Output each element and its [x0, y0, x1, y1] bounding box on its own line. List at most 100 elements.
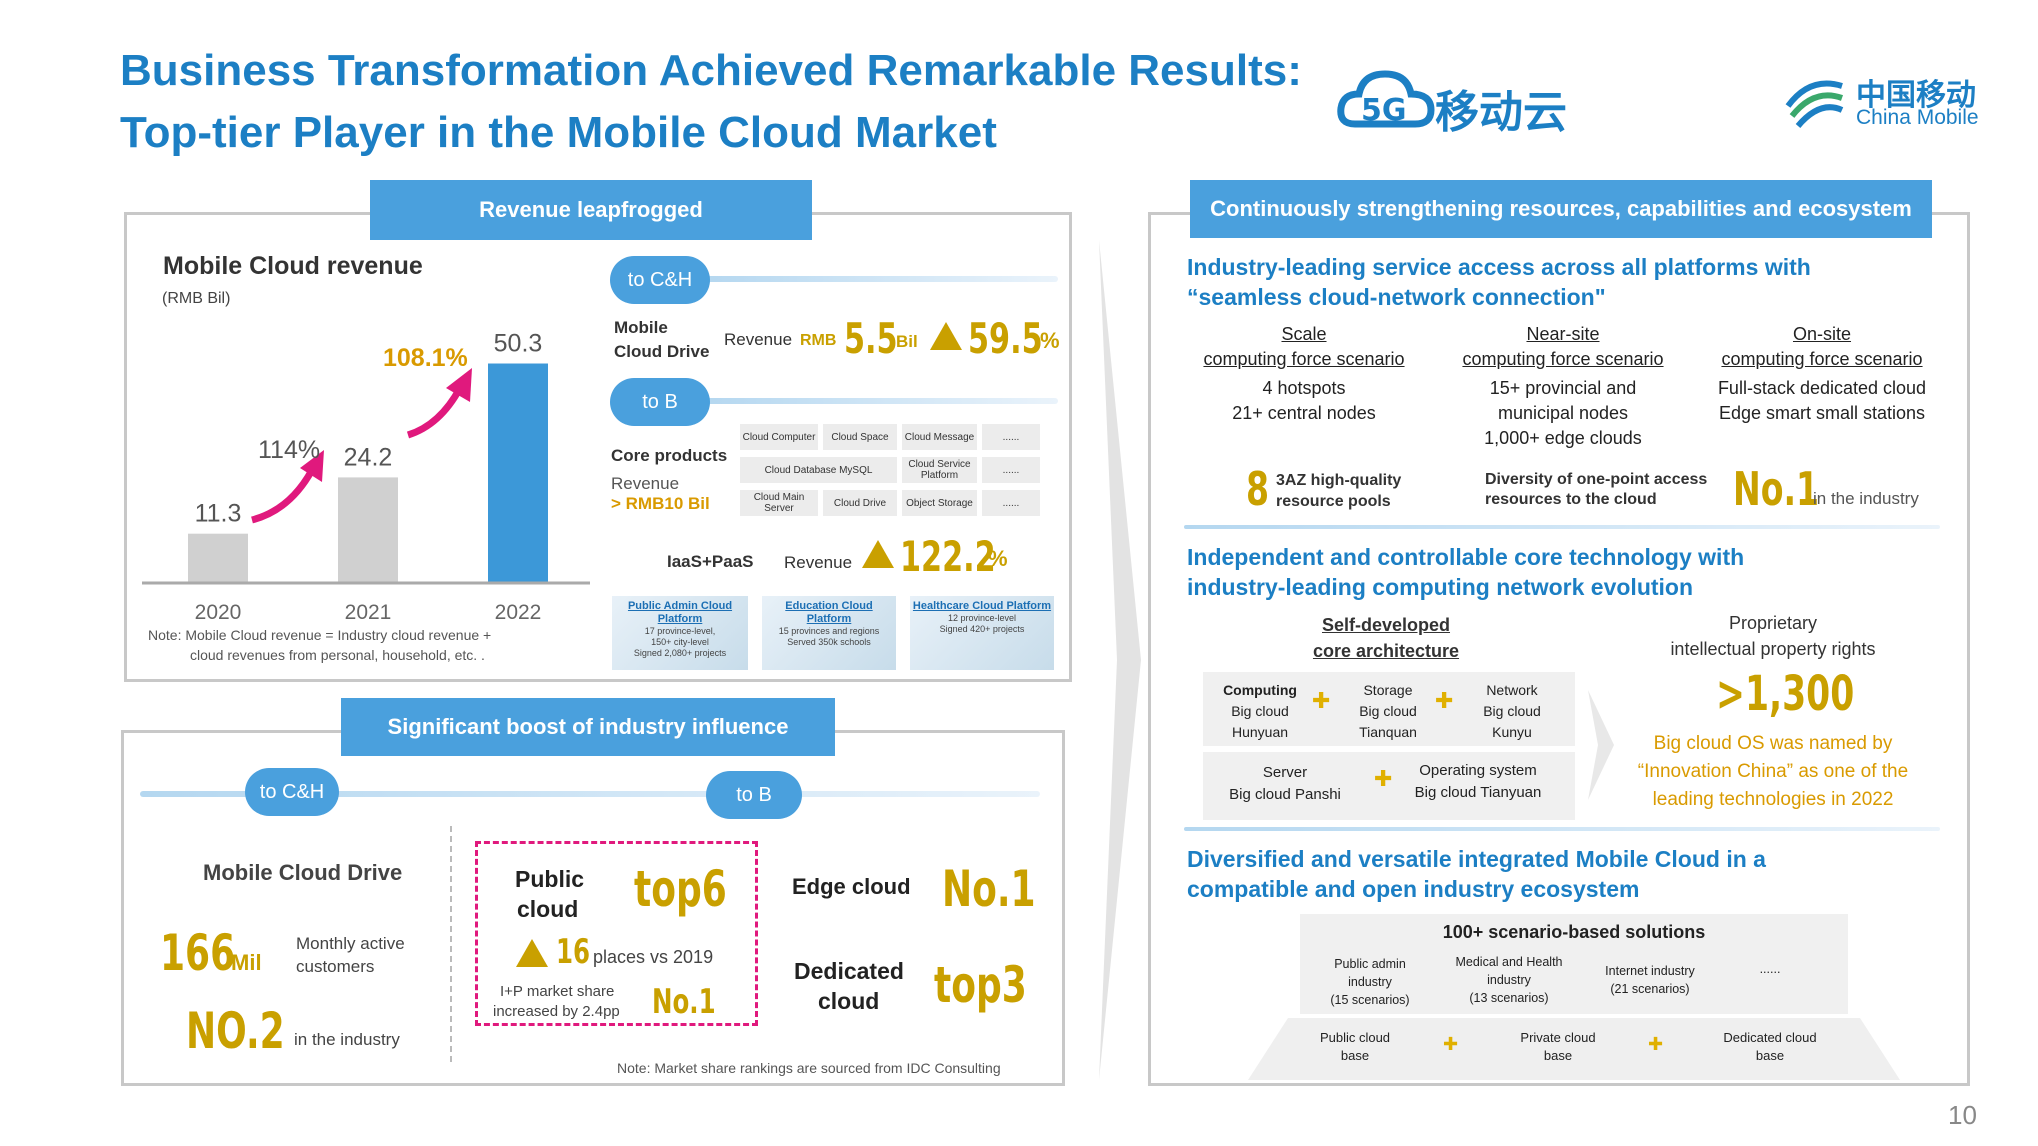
growth-arrow-2 [406, 386, 464, 439]
iaas-revenue-label: Revenue [784, 553, 853, 572]
china-mobile-cn: 中国移动 [1856, 79, 1976, 112]
bar-2021 [338, 477, 398, 583]
dedicated-rank: top3 [934, 956, 1027, 1014]
public-cloud-2: cloud [517, 896, 579, 922]
up-triangle-icon [862, 540, 894, 568]
arch-storage: Storage Big cloud Tianquan [1359, 682, 1417, 740]
plus-icon: ✚ [1374, 766, 1393, 791]
public-cloud-highlight [475, 841, 758, 1026]
solution-more: ...... [1759, 962, 1781, 976]
public-admin-thumb[interactable]: Public Admin Cloud Platform 17 province-… [612, 596, 748, 670]
bar-2022 [488, 363, 548, 583]
influence-to-b-pill: to B [706, 771, 802, 819]
product-cloud-main-server: Cloud Main Server [740, 490, 818, 516]
cloud-5g-icon: 5G [1337, 70, 1435, 128]
influence-note: Note: Market share rankings are sourced … [617, 1060, 1001, 1076]
product-cloud-computer: Cloud Computer [740, 424, 818, 450]
solution-medical: Medical and Health industry (13 scenario… [1455, 955, 1563, 1005]
arch-computing: Computing Big cloud Hunyuan [1223, 682, 1297, 740]
mobile-cloud-logo-text: 移动云 [1435, 88, 1567, 137]
mac-unit: Mil [231, 950, 262, 975]
bar-value-label: 24.2 [344, 443, 393, 471]
product-cloud-drive: Cloud Drive [823, 490, 897, 516]
ip-label-2: increased by 2.4pp [493, 1003, 620, 1020]
rank-label: in the industry [294, 1030, 400, 1049]
page-number: 10 [1948, 1100, 1977, 1130]
china-mobile-en: China Mobile [1856, 106, 1979, 129]
base-private: Private cloud base [1520, 1030, 1596, 1063]
pool-value: 8 [1246, 462, 1270, 516]
scenario-on-site: On-site computing force scenario Full-st… [1717, 324, 1927, 423]
arch-row-1 [1203, 672, 1575, 746]
chart-title: Mobile Cloud revenue [163, 252, 423, 280]
page-title-line1: Business Transformation Achieved Remarka… [120, 46, 1302, 95]
iaas-growth-unit: % [988, 546, 1008, 571]
china-mobile-icon [1785, 80, 1844, 128]
arch-row-2 [1203, 752, 1575, 820]
places-value: 16 [556, 932, 591, 972]
plus-icon: ✚ [1443, 1034, 1459, 1054]
drive-label-1: Mobile [614, 318, 668, 337]
drive-title: Mobile Cloud Drive [203, 860, 403, 885]
drive-revenue-label: Revenue [724, 330, 793, 349]
ip-value: >1,300 [1716, 666, 1855, 722]
drive-unit: Bil [896, 332, 918, 351]
solutions-title: 100+ scenario-based solutions [1442, 922, 1706, 942]
revenue-note-1: Note: Mobile Cloud revenue = Industry cl… [148, 627, 492, 643]
solutions-box [1300, 914, 1848, 1014]
dedicated-2: cloud [818, 988, 880, 1014]
product-cloud-database: Cloud Database MySQL [740, 457, 897, 483]
sec3-title-1: Diversified and versatile integrated Mob… [1187, 846, 1766, 872]
drive-growth: 59.5 [968, 314, 1043, 363]
arch-network: Network Big cloud Kunyu [1483, 682, 1541, 740]
solution-public-admin: Public admin industry (15 scenarios) [1330, 957, 1410, 1007]
product-cloud-space: Cloud Space [823, 424, 897, 450]
core-revenue-value: > RMB10 Bil [611, 494, 710, 513]
up-triangle-icon [516, 939, 548, 967]
arch-os: Operating system Big cloud Tianyuan [1414, 762, 1542, 801]
iaas-label: IaaS+PaaS [667, 552, 754, 571]
public-rank: top6 [634, 860, 727, 918]
growth-2022-label: 108.1% [383, 344, 468, 372]
china-mobile-logo: 中国移动 China Mobile [1780, 66, 2000, 136]
diversity-2: resources to the cloud [1485, 491, 1657, 508]
education-thumb[interactable]: Education Cloud Platform 15 provinces an… [762, 596, 896, 670]
self-dev-label: Self-developed core architecture [1312, 615, 1460, 661]
sec1-title-1: Industry-leading service access across a… [1187, 254, 1811, 280]
diversity-1: Diversity of one-point access [1485, 471, 1708, 488]
public-cloud-1: Public [515, 866, 585, 892]
svg-text:5G: 5G [1361, 93, 1407, 128]
chart-unit: (RMB Bil) [162, 290, 231, 307]
drive-rmb: RMB [800, 332, 837, 349]
drive-label-2: Cloud Drive [614, 342, 710, 361]
mac-label-1: Monthly active [296, 934, 405, 953]
base-platform [1248, 1018, 1900, 1080]
product-more-3: ...... [982, 490, 1040, 516]
dedicated-1: Dedicated [794, 958, 904, 984]
growth-arrow-1-head [300, 450, 324, 482]
x-tick-label: 2020 [195, 601, 242, 624]
ip-note: Big cloud OS was named by “Innovation Ch… [1637, 733, 1909, 810]
healthcare-thumb[interactable]: Healthcare Cloud Platform 12 province-le… [910, 596, 1054, 670]
influence-tab: Significant boost of industry influence [341, 698, 835, 756]
product-cloud-service-platform: Cloud Service Platform [902, 457, 977, 483]
mac-label-2: customers [296, 957, 375, 976]
page-title-line2: Top-tier Player in the Mobile Cloud Mark… [120, 108, 997, 157]
drive-growth-unit: % [1040, 328, 1060, 353]
right-tab: Continuously strengthening resources, ca… [1190, 180, 1932, 238]
chevron-right-icon [1588, 690, 1614, 800]
pool-label-2: resource pools [1276, 493, 1391, 510]
to-b-pill: to B [610, 378, 710, 426]
plus-icon: ✚ [1648, 1034, 1664, 1054]
pool-label-1: 3AZ high-quality [1276, 472, 1402, 489]
up-triangle-icon [930, 322, 962, 350]
mac-value: 166 [160, 924, 236, 982]
sec3-title-2: compatible and open industry ecosystem [1187, 876, 1640, 902]
bar-value-label: 50.3 [494, 330, 543, 358]
x-tick-label: 2021 [345, 601, 392, 624]
edge-label: Edge cloud [792, 874, 911, 899]
growth-arrow-2-head [446, 368, 472, 402]
product-object-storage: Object Storage [902, 490, 977, 516]
influence-divider [140, 791, 1040, 797]
growth-2021-label: 114% [258, 436, 321, 464]
